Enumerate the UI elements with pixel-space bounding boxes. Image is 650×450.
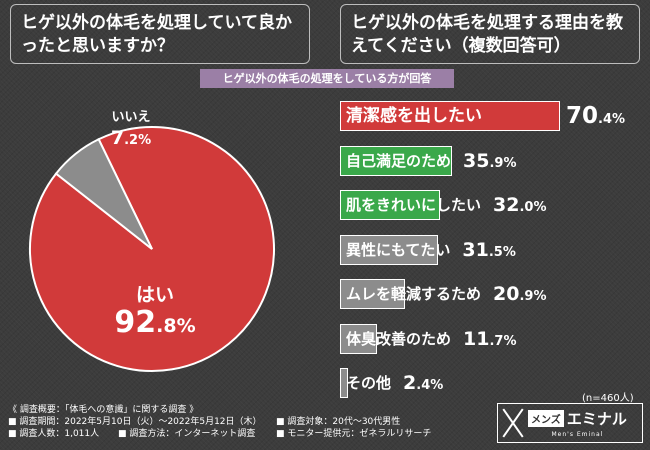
bar [340,190,440,220]
footer-provider: ■ モニター提供元：ゼネラルリサーチ [276,429,432,439]
logo-sub: Men's Eminal [551,431,604,438]
bar-value: 11.7% [463,324,516,357]
logo-mark-icon [498,404,528,442]
pie-value-yes-dec: .8% [156,315,196,337]
bar [340,279,406,309]
bar-value-dec: .9% [519,289,547,304]
pie-value-yes-int: 92 [114,305,157,340]
bar-value-int: 35 [463,149,490,172]
bar-value-int: 70 [566,103,599,129]
bar [340,101,560,131]
bar-label: その他 [346,374,392,392]
bar-value-dec: .9% [489,155,517,171]
bar-value: 2.4% [403,368,443,401]
survey-footer: 《 調査概要：「体毛への意識」に関する調査 》 ■ 調査期間：2022年5月10… [8,404,488,440]
bar-value: 32.0% [493,190,546,223]
pie-value-yes: 92.8% [95,305,215,340]
bar-value-int: 31 [462,238,489,261]
bar [340,145,453,176]
bar-label: ムレを軽減するため [346,285,482,303]
pie-slice-no [54,137,153,250]
logo-mens: メンズ [528,410,564,427]
pie-value-no-int: 7 [110,127,125,149]
bar-label: 異性にもてたい [346,240,451,259]
footer-period: ■ 調査期間：2022年5月10日（火）～2022年5月12日（木） [8,417,262,427]
footer-count: ■ 調査人数：1,011人 [8,429,100,439]
bar-value: 31.5% [462,235,515,268]
footer-title: 《 調査概要：「体毛への意識」に関する調査 》 [8,405,199,415]
bar-label: 自己満足のため [346,151,452,170]
bar-value-dec: .5% [488,244,516,260]
bar-value-dec: .7% [489,333,517,349]
logo-text: メンズ エミナル Men's Eminal [528,408,627,438]
bar [340,323,377,354]
bar-label: 肌をきれいにしたい [346,196,482,214]
bar-label: 清潔感を出したい [346,106,482,126]
bar-label: 体臭改善のため [346,329,452,348]
left-question: ヒゲ以外の体毛を処理していて良かったと思いますか？ [10,4,310,64]
bar-value-dec: .4% [598,112,626,127]
logo-name: エミナル [566,410,627,428]
bar-value-dec: .4% [416,378,444,393]
footer-target: ■ 調査対象：20代～30代男性 [276,417,401,427]
bar [340,368,348,398]
bar-value: 70.4% [566,101,625,135]
footer-method: ■ 調査方法：インターネット調査 [118,429,256,439]
brand-logo: メンズ エミナル Men's Eminal [497,403,643,443]
bar-value-int: 11 [463,327,490,350]
bar-value: 35.9% [463,146,516,179]
pie-value-no-dec: .2% [124,133,152,148]
pie-value-no: 7.2% [96,127,166,149]
bar [340,234,439,265]
pie-label-no: いいえ [111,110,151,125]
right-question: ヒゲ以外の体毛を処理する理由を教えてください（複数回答可） [340,4,640,64]
sample-size: (n=460人) [582,393,634,404]
bar-value-int: 32 [493,194,520,216]
bar-value-dec: .0% [519,200,547,215]
respondent-note: ヒゲ以外の体毛の処理をしている方が回答 [200,69,454,88]
bar-value-int: 2 [403,372,417,394]
bar-value: 20.9% [493,279,546,312]
pie-label-yes: はい [135,284,174,306]
bar-value-int: 20 [493,283,520,305]
